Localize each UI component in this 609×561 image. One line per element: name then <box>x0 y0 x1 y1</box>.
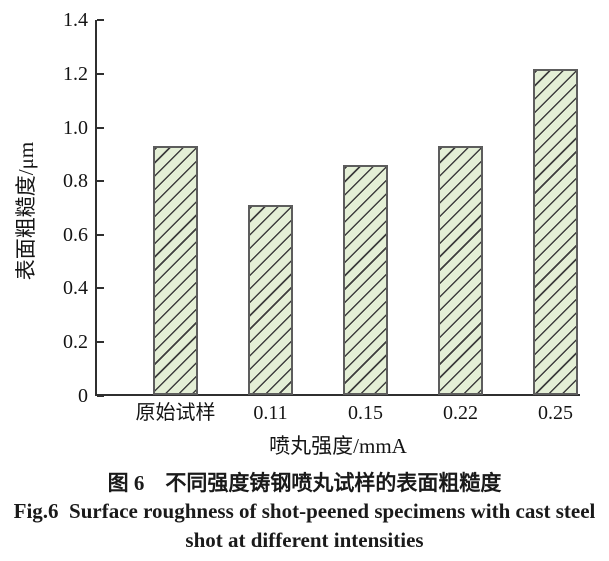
y-tick-label: 1.4 <box>63 9 88 32</box>
x-category-label: 0.22 <box>443 402 478 424</box>
caption-chinese: 图 6 不同强度铸钢喷丸试样的表面粗糙度 <box>107 471 502 495</box>
y-tick <box>97 126 104 129</box>
y-tick <box>97 394 104 397</box>
y-tick <box>97 233 104 236</box>
x-category-label: 原始试样 <box>135 402 216 424</box>
y-tick <box>97 19 104 22</box>
y-tick <box>97 287 104 290</box>
bar-0.15 <box>343 165 388 396</box>
x-category-label: 0.25 <box>538 402 573 424</box>
bar-0.25 <box>533 68 578 396</box>
y-tick-label: 1.0 <box>63 116 88 139</box>
y-tick <box>97 340 104 343</box>
y-tick-label: 0.2 <box>63 330 88 353</box>
bar-0.22 <box>438 146 483 396</box>
y-tick <box>97 180 104 183</box>
x-axis-line <box>95 394 580 396</box>
y-tick-label: 0.6 <box>63 223 88 246</box>
y-tick-label: 0.4 <box>63 277 88 300</box>
bar-0.11 <box>248 205 293 396</box>
caption-english-line2: shot at different intensities <box>185 528 424 552</box>
y-tick-label: 0.8 <box>63 170 88 193</box>
y-tick-label: 1.2 <box>63 62 88 85</box>
bar-chart: 表面粗糙度/μm 0 0.2 0.4 0.6 0.8 1.0 1.2 1.4 原始试样 0.11… <box>14 9 580 458</box>
x-category-label: 0.11 <box>253 402 288 424</box>
x-category-label: 0.15 <box>348 402 383 424</box>
caption-english-line1: Fig.6 Surface roughness of shot-peened s… <box>13 499 596 523</box>
y-axis-line <box>95 20 97 396</box>
y-tick-label: 0 <box>78 384 88 407</box>
x-axis-title: 喷丸强度/mmA <box>269 434 407 458</box>
y-tick <box>97 72 104 75</box>
bar-原始试样 <box>153 146 198 396</box>
